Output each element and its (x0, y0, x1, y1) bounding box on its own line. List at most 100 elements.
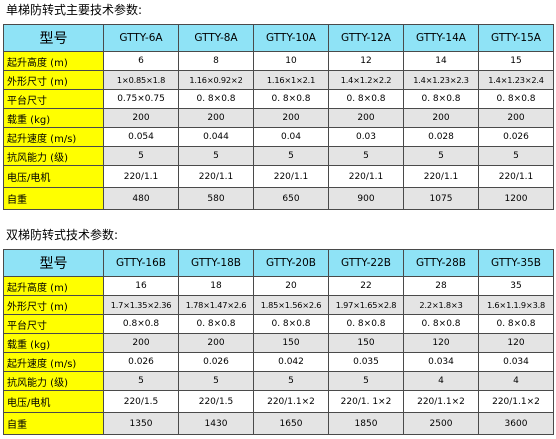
value-cell: 1.16×1×2.1 (253, 70, 329, 90)
value-cell: 8 (178, 51, 254, 71)
model-header-cell: GTTY-28B (403, 249, 479, 277)
spec-row: 起升速度 (m/s) 0.026 0.026 0.042 0.035 0.034 0.034 (3, 352, 554, 372)
value-cell: 0.034 (403, 352, 479, 372)
row-label: 载重 (kg) (3, 333, 104, 353)
value-cell: 200 (253, 108, 329, 128)
value-cell: 220/1.1 (103, 165, 179, 188)
spec-row: 平台尺寸 0.75×0.75 0. 8×0.8 0. 8×0.8 0. 8×0.8 0. … (3, 89, 554, 109)
value-cell: 14 (403, 51, 479, 71)
value-cell: 28 (403, 276, 479, 296)
value-cell: 0. 8×0.8 (403, 314, 479, 334)
value-cell: 220/1.5 (178, 390, 254, 413)
spec-row: 起升速度 (m/s) 0.054 0.044 0.04 0.03 0.028 0.026 (3, 127, 554, 147)
spec-row: 起升高度 (m) 6 8 10 12 14 15 (3, 51, 554, 71)
value-cell: 5 (178, 146, 254, 166)
value-cell: 220/1.1 (403, 165, 479, 188)
spec-row: 外形尺寸 (m) 1×0.85×1.8 1.16×0.92×2 1.16×1×2.1 1… (3, 70, 554, 90)
value-cell: 650 (253, 187, 329, 210)
value-cell: 0.75×0.75 (103, 89, 179, 109)
value-cell: 1430 (178, 412, 254, 435)
double-ladder-spec-table: 型号 GTTY-16B GTTY-18B GTTY-20B GTTY-22B GTTY-2… (3, 249, 554, 435)
model-header-label: 型号 (3, 249, 104, 277)
value-cell: 4 (403, 371, 479, 391)
value-cell: 0.044 (178, 127, 254, 147)
value-cell: 0.8×0.8 (103, 314, 179, 334)
value-cell: 0.035 (328, 352, 404, 372)
value-cell: 1.85×1.56×2.6 (253, 295, 329, 315)
row-label: 外形尺寸 (m) (3, 295, 104, 315)
value-cell: 3600 (478, 412, 554, 435)
spec-row: 平台尺寸 0.8×0.8 0. 8×0.8 0. 8×0.8 0. 8×0.8 0. 8×… (3, 314, 554, 334)
value-cell: 5 (103, 371, 179, 391)
value-cell: 1350 (103, 412, 179, 435)
value-cell: 1.4×1.23×2.3 (403, 70, 479, 90)
spec-row: 电压/电机 220/1.5 220/1.5 220/1.1×2 220/1. 1×2 22… (3, 390, 554, 413)
value-cell: 150 (253, 333, 329, 353)
value-cell: 200 (178, 108, 254, 128)
row-label: 平台尺寸 (3, 89, 104, 109)
spec-row: 抗风能力 (级) 5 5 5 5 5 5 (3, 146, 554, 166)
value-cell: 5 (478, 146, 554, 166)
model-header-cell: GTTY-20B (253, 249, 329, 277)
model-header-cell: GTTY-35B (478, 249, 554, 277)
row-label: 电压/电机 (3, 390, 104, 413)
value-cell: 0.03 (328, 127, 404, 147)
value-cell: 220/1.1×2 (403, 390, 479, 413)
row-label: 自重 (3, 412, 104, 435)
value-cell: 16 (103, 276, 179, 296)
value-cell: 1.16×0.92×2 (178, 70, 254, 90)
model-header-cell: GTTY-18B (178, 249, 254, 277)
value-cell: 5 (328, 146, 404, 166)
value-cell: 5 (253, 146, 329, 166)
value-cell: 220/1.1 (178, 165, 254, 188)
value-cell: 900 (328, 187, 404, 210)
model-header-cell: GTTY-6A (103, 24, 179, 52)
value-cell: 1.4×1.23×2.4 (478, 70, 554, 90)
value-cell: 120 (403, 333, 479, 353)
value-cell: 6 (103, 51, 179, 71)
header-row: 型号 GTTY-16B GTTY-18B GTTY-20B GTTY-22B GTTY-2… (3, 249, 554, 277)
row-label: 平台尺寸 (3, 314, 104, 334)
value-cell: 2500 (403, 412, 479, 435)
row-label: 载重 (kg) (3, 108, 104, 128)
value-cell: 5 (328, 371, 404, 391)
value-cell: 220/1.5 (103, 390, 179, 413)
value-cell: 1075 (403, 187, 479, 210)
model-header-cell: GTTY-22B (328, 249, 404, 277)
spec-row: 载重 (kg) 200 200 200 200 200 200 (3, 108, 554, 128)
row-label: 抗风能力 (级) (3, 371, 104, 391)
value-cell: 1200 (478, 187, 554, 210)
spec-row: 载重 (kg) 200 200 150 150 120 120 (3, 333, 554, 353)
row-label: 自重 (3, 187, 104, 210)
value-cell: 0.028 (403, 127, 479, 147)
value-cell: 0. 8×0.8 (478, 89, 554, 109)
value-cell: 0. 8×0.8 (178, 314, 254, 334)
header-row: 型号 GTTY-6A GTTY-8A GTTY-10A GTTY-12A GTTY-14A… (3, 24, 554, 52)
row-label: 电压/电机 (3, 165, 104, 188)
value-cell: 220/1. 1×2 (328, 390, 404, 413)
value-cell: 1.6×1.1.9×3.8 (478, 295, 554, 315)
value-cell: 200 (328, 108, 404, 128)
row-label: 起升高度 (m) (3, 276, 104, 296)
value-cell: 0.054 (103, 127, 179, 147)
value-cell: 0. 8×0.8 (328, 314, 404, 334)
value-cell: 1.97×1.65×2.8 (328, 295, 404, 315)
value-cell: 0. 8×0.8 (253, 314, 329, 334)
model-header-label: 型号 (3, 24, 104, 52)
value-cell: 5 (103, 146, 179, 166)
value-cell: 0. 8×0.8 (253, 89, 329, 109)
value-cell: 120 (478, 333, 554, 353)
model-header-cell: GTTY-8A (178, 24, 254, 52)
model-header-cell: GTTY-10A (253, 24, 329, 52)
value-cell: 220/1.1 (478, 165, 554, 188)
model-header-cell: GTTY-15A (478, 24, 554, 52)
row-label: 抗风能力 (级) (3, 146, 104, 166)
value-cell: 580 (178, 187, 254, 210)
table1-title: 单梯防转式主要技术参数: (6, 3, 143, 17)
value-cell: 22 (328, 276, 404, 296)
value-cell: 200 (103, 333, 179, 353)
value-cell: 0.034 (478, 352, 554, 372)
row-label: 起升速度 (m/s) (3, 352, 104, 372)
table2-title: 双梯防转式技术参数: (6, 228, 119, 242)
model-header-cell: GTTY-14A (403, 24, 479, 52)
